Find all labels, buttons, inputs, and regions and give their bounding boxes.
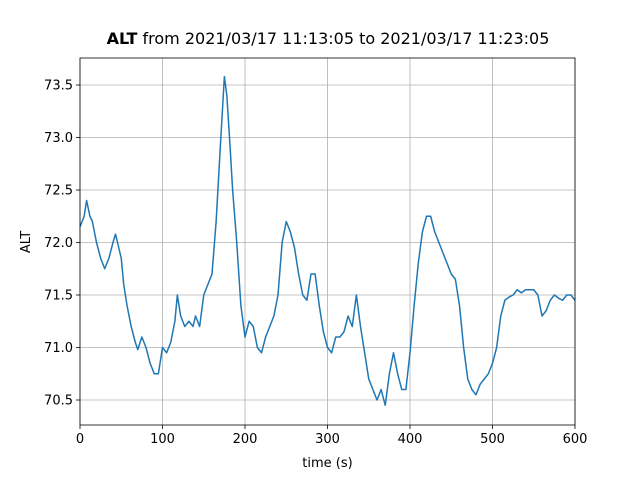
x-tick-label: 300 (315, 432, 340, 447)
x-tick-label: 500 (480, 432, 505, 447)
x-axis-label: time (s) (302, 456, 352, 471)
y-tick-label: 71.0 (44, 341, 73, 356)
y-tick-label: 73.0 (44, 131, 73, 146)
x-tick-label: 400 (398, 432, 423, 447)
y-tick-label: 72.5 (44, 183, 73, 198)
chart-title: ALT from 2021/03/17 11:13:05 to 2021/03/… (107, 29, 550, 48)
y-tick-label: 72.0 (44, 236, 73, 251)
plot-frame (79, 57, 576, 426)
x-tick-label: 100 (150, 432, 175, 447)
title-text: from 2021/03/17 11:13:05 to 2021/03/17 1… (143, 29, 550, 48)
title-variable: ALT (107, 29, 138, 48)
y-tick-label: 71.5 (44, 289, 73, 304)
y-axis-label: ALT (19, 231, 34, 253)
data-line (79, 75, 576, 407)
y-tick-label: 70.5 (44, 394, 73, 409)
x-tick-label: 0 (76, 432, 84, 447)
y-tick-label: 73.5 (44, 78, 73, 93)
x-tick-label: 600 (563, 432, 588, 447)
x-tick-label: 200 (233, 432, 258, 447)
